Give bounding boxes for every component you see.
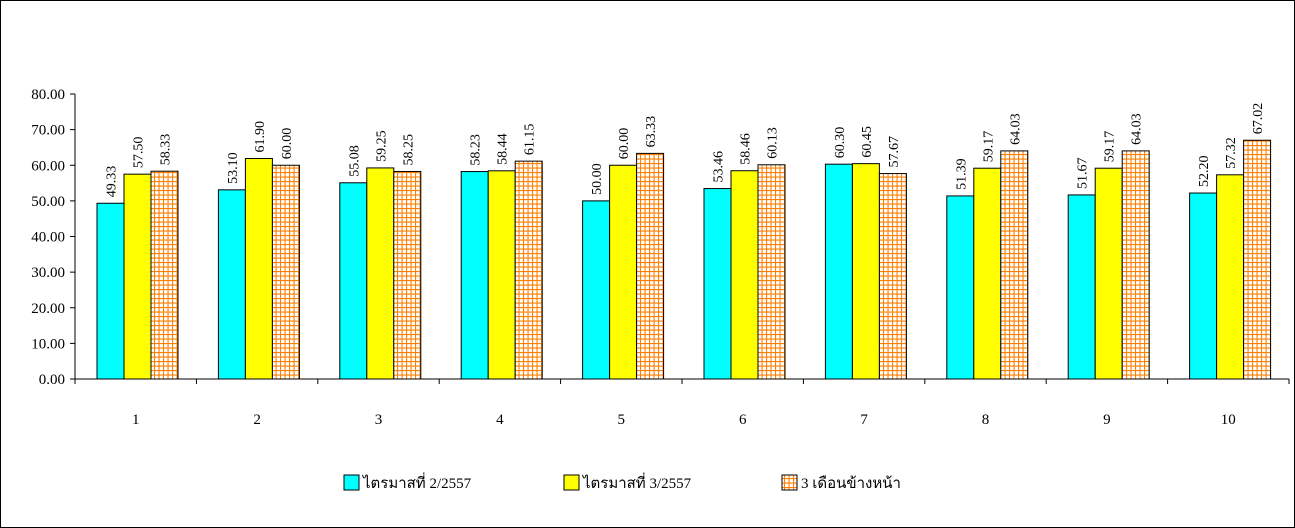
bar-series-2 bbox=[1094, 167, 1123, 380]
bar-series-1 bbox=[946, 195, 975, 380]
x-category-label: 2 bbox=[253, 412, 261, 428]
bar-series-2 bbox=[487, 170, 516, 380]
bar-series-3 bbox=[1243, 139, 1272, 380]
bar-series-3 bbox=[271, 164, 300, 380]
bar-series-1 bbox=[703, 188, 732, 380]
y-tick-label: 20.00 bbox=[31, 301, 65, 317]
data-label: 57.32 bbox=[1224, 137, 1239, 169]
data-label: 51.67 bbox=[1076, 157, 1091, 189]
y-tick-label: 30.00 bbox=[31, 265, 65, 281]
y-tick-label: 40.00 bbox=[31, 230, 65, 246]
data-label: 57.67 bbox=[887, 136, 902, 168]
data-label: 57.50 bbox=[132, 137, 147, 169]
x-category-label: 6 bbox=[739, 412, 747, 428]
data-label: 59.25 bbox=[374, 130, 389, 162]
bar-series-2 bbox=[1216, 174, 1245, 380]
bar-series-1 bbox=[1189, 192, 1218, 380]
data-label: 61.15 bbox=[523, 124, 538, 156]
bar-series-2 bbox=[973, 167, 1002, 380]
legend-swatch-2 bbox=[563, 474, 580, 491]
x-category-label: 9 bbox=[1103, 412, 1111, 428]
data-label: 60.00 bbox=[617, 128, 632, 160]
legend-label-1: ไตรมาสที่ 2/2557 bbox=[362, 472, 472, 492]
data-label: 60.30 bbox=[833, 127, 848, 159]
bar-series-3 bbox=[150, 170, 179, 380]
bar-series-3 bbox=[636, 152, 665, 380]
bar-series-1 bbox=[96, 202, 125, 380]
bar-series-1 bbox=[460, 171, 489, 380]
data-label: 49.33 bbox=[105, 166, 120, 198]
x-category-label: 8 bbox=[982, 412, 990, 428]
y-tick-label: 60.00 bbox=[31, 158, 65, 174]
data-label: 58.44 bbox=[496, 133, 511, 165]
legend-label-2: ไตรมาสที่ 3/2557 bbox=[582, 472, 692, 492]
bar-series-1 bbox=[1067, 194, 1096, 380]
data-label: 59.17 bbox=[981, 131, 996, 163]
data-label: 59.17 bbox=[1103, 131, 1118, 163]
y-tick-label: 50.00 bbox=[31, 194, 65, 210]
bar-series-3 bbox=[1121, 150, 1150, 380]
data-label: 53.10 bbox=[226, 152, 241, 184]
bar-series-1 bbox=[582, 200, 611, 380]
data-label: 60.00 bbox=[280, 128, 295, 160]
bar-series-1 bbox=[339, 182, 368, 380]
data-label: 67.02 bbox=[1251, 103, 1266, 135]
bar-series-3 bbox=[1000, 150, 1029, 380]
bar-series-2 bbox=[123, 173, 152, 380]
bar-series-2 bbox=[851, 163, 880, 380]
data-label: 51.39 bbox=[954, 158, 969, 190]
data-label: 60.13 bbox=[766, 127, 781, 159]
y-tick-label: 0.00 bbox=[39, 372, 65, 388]
bar-series-2 bbox=[609, 164, 638, 380]
x-category-label: 5 bbox=[618, 412, 626, 428]
data-label: 64.03 bbox=[1130, 113, 1145, 145]
bar-series-3 bbox=[757, 164, 786, 380]
data-label: 64.03 bbox=[1008, 113, 1023, 145]
data-label: 60.45 bbox=[860, 126, 875, 158]
data-label: 61.90 bbox=[253, 121, 268, 153]
legend-label-3: 3 เดือนข้างหน้า bbox=[801, 475, 901, 492]
bar-series-2 bbox=[366, 167, 395, 380]
data-label: 58.33 bbox=[159, 134, 174, 166]
x-category-label: 1 bbox=[132, 412, 140, 428]
data-label: 58.23 bbox=[469, 134, 484, 166]
bar-series-2 bbox=[244, 157, 273, 380]
bar-series-1 bbox=[824, 163, 853, 380]
x-category-label: 7 bbox=[860, 412, 868, 428]
bar-series-3 bbox=[514, 160, 543, 380]
bar-series-3 bbox=[393, 170, 422, 380]
data-label: 63.33 bbox=[644, 116, 659, 148]
data-label: 58.25 bbox=[401, 134, 416, 166]
x-category-label: 10 bbox=[1221, 412, 1236, 428]
bar-series-1 bbox=[217, 189, 246, 380]
data-label: 55.08 bbox=[347, 145, 362, 177]
legend-swatch-1 bbox=[343, 474, 360, 491]
bar-series-2 bbox=[730, 170, 759, 380]
y-tick-label: 10.00 bbox=[31, 336, 65, 352]
data-label: 58.46 bbox=[739, 133, 754, 165]
bar-series-3 bbox=[878, 173, 907, 380]
x-category-label: 4 bbox=[496, 412, 504, 428]
y-tick-label: 70.00 bbox=[31, 123, 65, 139]
data-label: 50.00 bbox=[590, 163, 605, 195]
y-tick-label: 80.00 bbox=[31, 87, 65, 103]
data-label: 52.20 bbox=[1197, 156, 1212, 188]
data-label: 53.46 bbox=[712, 151, 727, 183]
x-category-label: 3 bbox=[375, 412, 383, 428]
legend-swatch-3 bbox=[781, 474, 798, 491]
